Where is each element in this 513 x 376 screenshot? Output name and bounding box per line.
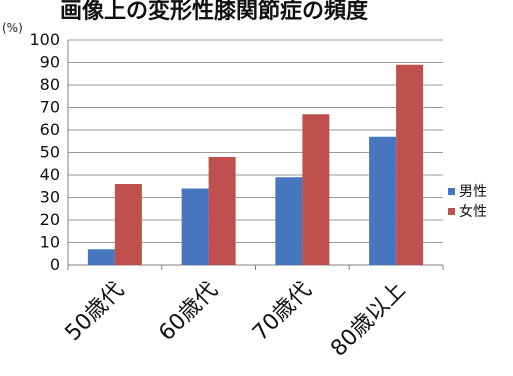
y-tick-label: 60: [40, 120, 60, 139]
y-tick-label: 100: [29, 30, 60, 49]
y-tick-label: 0: [50, 255, 60, 274]
bar-female: [396, 64, 424, 265]
x-category-label: 80歳以上: [326, 278, 410, 362]
bar-male: [369, 136, 397, 265]
bars: [87, 64, 424, 265]
y-tick-label: 40: [40, 165, 60, 184]
y-unit-label: (%): [2, 21, 23, 35]
y-tick-labels: 0 10 20 30 40 50 60 70 80 90 100: [29, 30, 60, 274]
y-tick-label: 10: [40, 233, 60, 252]
y-tick-label: 70: [40, 98, 60, 117]
bar-male: [181, 188, 209, 265]
bar-male: [87, 249, 115, 265]
bar-female: [302, 114, 330, 265]
legend-swatch-male: [448, 188, 455, 195]
x-category-label: 70歳代: [248, 278, 317, 347]
y-tick-label: 50: [40, 143, 60, 162]
x-category-label: 60歳代: [154, 278, 223, 347]
bar-female: [208, 157, 236, 265]
bar-male: [275, 177, 303, 265]
x-category-labels: 50歳代 60歳代 70歳代 80歳以上: [61, 278, 411, 362]
y-tick-label: 90: [40, 53, 60, 72]
legend-label-female: 女性: [459, 203, 487, 220]
y-tick-label: 30: [40, 188, 60, 207]
y-tick-label: 20: [40, 210, 60, 229]
legend-swatch-female: [448, 208, 455, 215]
bar-female: [114, 184, 142, 265]
chart-title: 画像上の変形性膝関節症の頻度: [60, 0, 369, 24]
legend-label-male: 男性: [459, 184, 487, 200]
x-category-label: 50歳代: [61, 278, 130, 347]
y-tick-label: 80: [40, 75, 60, 94]
